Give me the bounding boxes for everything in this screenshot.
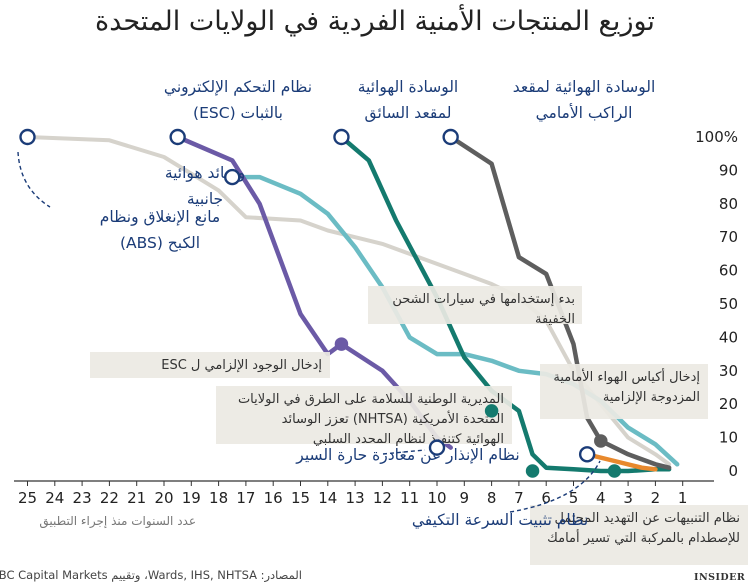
callout-text: الخفيفة (535, 312, 575, 327)
callout-text: المديرية الوطنية للسلامة على الطرق في ال… (238, 392, 504, 407)
event-marker (525, 464, 540, 478)
start-marker (169, 128, 186, 146)
callout-text: بدء إستخدامها في سيارات الشحن (392, 292, 575, 307)
series-line-fcw (584, 452, 658, 472)
x-tick-label: 22 (100, 489, 119, 507)
x-tick-label: 5 (569, 489, 579, 507)
x-tick-label: 7 (514, 489, 524, 507)
y-tick-label: 50 (719, 295, 738, 313)
y-tick-label: 90 (719, 161, 738, 179)
series-label: مانع الإنغلاق ونظام (100, 208, 221, 227)
x-tick-label: 24 (45, 489, 64, 507)
y-tick-label: 80 (719, 195, 738, 213)
chart-title: توزيع المنتجات الأمنية الفردية في الولاي… (95, 6, 655, 37)
event-marker (594, 434, 608, 448)
series-label: الكبح (ABS) (120, 234, 200, 253)
y-tick-label: 70 (719, 228, 738, 246)
acc-arrow (509, 460, 601, 513)
x-tick-label: 6 (541, 489, 551, 507)
x-tick-label: 10 (427, 489, 446, 507)
series-line-driver (339, 134, 672, 474)
callout-box (216, 386, 512, 444)
x-tick-label: 21 (127, 489, 146, 507)
start-marker (578, 446, 596, 463)
x-tick-label: 23 (73, 489, 92, 507)
event-marker (334, 337, 349, 351)
markers-layer (19, 128, 622, 478)
start-marker (224, 168, 241, 186)
callouts-layer: بدء إستخدامها في سيارات الشحن الخفيفة إدخا… (90, 286, 748, 565)
x-tick-label: 17 (236, 489, 255, 507)
y-tick-label: 0 (728, 462, 738, 480)
event-marker (484, 404, 499, 418)
y-tick-label: 20 (719, 395, 738, 413)
callout-text: إدخال أكياس الهواء الأمامية (553, 368, 700, 385)
callout-text: للإصطدام بالمركبة التي تسير أمامك (547, 529, 740, 546)
callout-box (90, 352, 330, 378)
series-label: الوسادة الهوائية (358, 78, 459, 97)
callout-box (368, 286, 582, 324)
x-tick-label: 18 (209, 489, 228, 507)
series-label: نظام تثبيت السرعة التكيفي (412, 511, 588, 530)
x-tick-label: 20 (154, 489, 173, 507)
series-label: لمقعد السائق (365, 104, 452, 122)
callout-box (540, 364, 708, 419)
abs-arrow (17, 151, 51, 208)
series-label: الوسادة الهوائية لمقعد (513, 78, 656, 97)
x-tick-label: 9 (460, 489, 470, 507)
x-tick-label: 15 (291, 489, 310, 507)
x-tick-label: 25 (18, 489, 37, 507)
labels-layer: الوسادة الهوائية لمقعد الراكب الأمامي الوس… (17, 78, 656, 530)
callout-text: المتحدة الأمريكية (NHTSA) تعزز الوسائد (282, 410, 504, 427)
y-tick-label: 40 (719, 328, 738, 346)
x-tick-label: 4 (596, 489, 606, 507)
source-note: المصادر: Wards, IHS, NHTSA، وتقييم RBC C… (0, 568, 302, 582)
series-label: بالثبات (ESC) (193, 104, 283, 122)
x-tick-label: 12 (373, 489, 392, 507)
lane-arrow (382, 449, 426, 455)
start-marker (428, 439, 446, 456)
series-label: نظام التحكم الإلكتروني (164, 78, 312, 97)
series-label: نظام الإنذار عن مغادرة حارة السير (295, 446, 519, 464)
start-marker (333, 128, 350, 146)
x-tick-label: 14 (318, 489, 337, 507)
y-tick-label: 60 (719, 262, 738, 280)
y-tick-label: 100% (695, 128, 738, 146)
callout-box (530, 505, 748, 565)
x-tick-label: 19 (182, 489, 201, 507)
x-tick-label: 13 (346, 489, 365, 507)
x-tick-label: 11 (400, 489, 419, 507)
x-tick-label: 2 (651, 489, 661, 507)
start-marker (19, 128, 36, 146)
event-marker (607, 464, 622, 478)
start-marker (442, 128, 459, 146)
brand-logo: INSIDER (694, 572, 746, 583)
x-tick-label: 8 (487, 489, 497, 507)
x-tick-label: 1 (678, 489, 688, 507)
callout-text: الهوائية كتنفيذ لنظام المحدد السلبي (313, 432, 504, 447)
x-axis-title: عدد السنوات منذ إجراء التطبيق (39, 514, 196, 528)
callout-text: إدخال الوجود الإلزامي ل ESC (161, 358, 322, 373)
y-tick-label: 10 (719, 429, 738, 447)
callout-text: نظام التنبيهات عن التهديد المحتمل (555, 511, 740, 526)
x-tick-label: 3 (623, 489, 633, 507)
series-label: جانبية (187, 190, 223, 208)
y-tick-label: 30 (719, 362, 738, 380)
x-tick-label: 16 (264, 489, 283, 507)
series-label: الراكب الأمامي (536, 103, 633, 123)
callout-text: المزدوجة الإلزامية (603, 390, 700, 405)
axes-layer: 25 24 23 22 21 20 19 18 17 16 15 14 13 12 11 10 9 8 7 6 5 4 3 2… (14, 128, 738, 507)
